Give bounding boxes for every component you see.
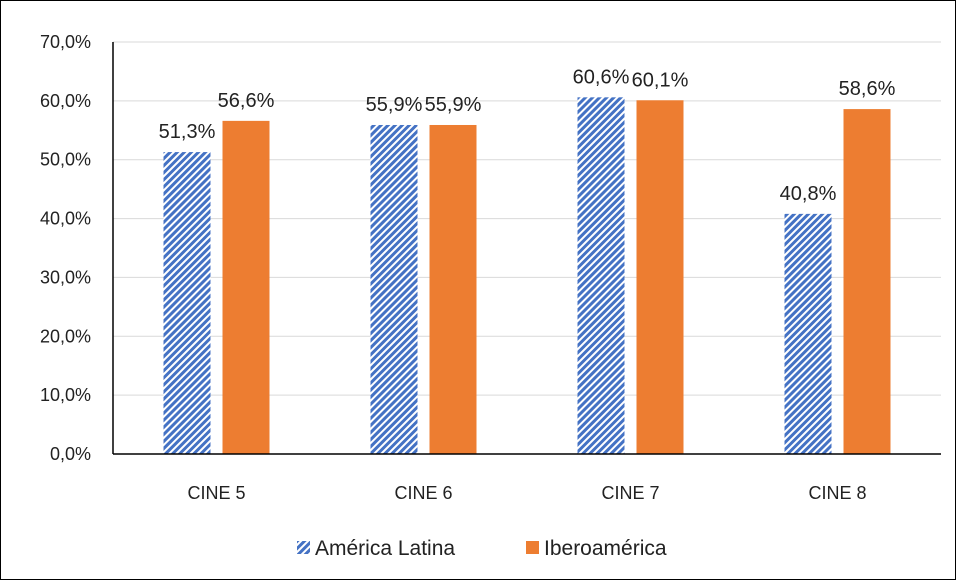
x-axis-ticks: CINE 5 CINE 6 CINE 7 CINE 8: [187, 483, 866, 503]
bar-iberoamerica: [222, 120, 270, 455]
y-tick-label: 0,0%: [50, 444, 91, 464]
y-tick-label: 20,0%: [40, 326, 91, 346]
y-tick-label: 40,0%: [40, 209, 91, 229]
legend-label-america-latina: América Latina: [315, 537, 455, 560]
bar-iberoamerica: [636, 100, 684, 455]
x-tick-label: CINE 5: [187, 483, 245, 503]
x-tick-label: CINE 7: [601, 483, 659, 503]
x-tick-label: CINE 8: [808, 483, 866, 503]
y-axis-ticks: 0,0% 10,0% 20,0% 30,0% 40,0% 50,0% 60,0% 70,0%: [40, 32, 91, 464]
y-tick-label: 50,0%: [40, 150, 91, 170]
legend-swatch-america-latina: [297, 541, 310, 554]
data-label: 51,3%: [159, 121, 216, 143]
bars: [163, 97, 891, 455]
data-label: 60,1%: [632, 69, 689, 91]
data-label: 40,8%: [780, 183, 837, 205]
data-label: 60,6%: [573, 66, 630, 88]
data-label: 55,9%: [366, 94, 423, 116]
data-labels: 51,3%56,6% 55,9% 55,9% 60,6% 60,1% 40,8% 58,6%: [159, 66, 896, 205]
bar-iberoamerica: [429, 124, 477, 454]
data-label: 58,6%: [839, 78, 896, 100]
bar-america-latina: [577, 97, 625, 454]
x-tick-label: CINE 6: [394, 483, 452, 503]
bar-america-latina: [784, 213, 832, 454]
y-tick-label: 70,0%: [40, 32, 91, 52]
data-label: 55,9%: [425, 94, 482, 116]
legend: América Latina Iberoamérica: [297, 537, 667, 560]
y-tick-label: 30,0%: [40, 267, 91, 287]
y-tick-label: 10,0%: [40, 385, 91, 405]
legend-swatch-iberoamerica: [526, 541, 539, 554]
bar-iberoamerica: [843, 109, 891, 455]
legend-label-iberoamerica: Iberoamérica: [544, 537, 667, 560]
bar-america-latina: [370, 124, 418, 454]
axes: [112, 42, 941, 455]
bar-america-latina: [163, 152, 211, 454]
y-tick-label: 60,0%: [40, 91, 91, 111]
data-label: 56,6%: [218, 90, 275, 112]
